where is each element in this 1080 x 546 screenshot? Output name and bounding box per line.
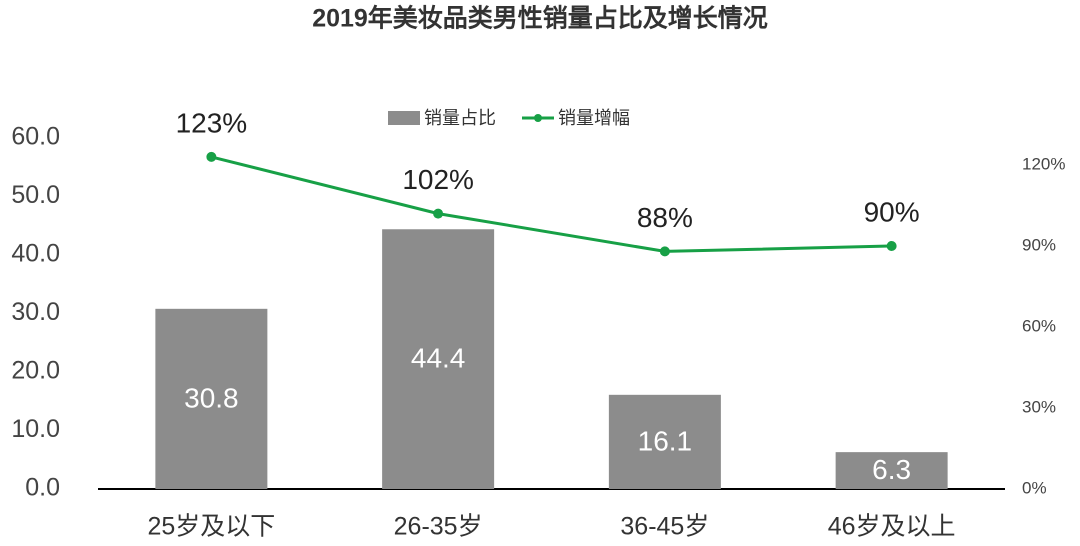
y-tick-label: 40.0 <box>11 240 60 268</box>
y-tick-label: 30.0 <box>11 298 60 326</box>
x-tick-label: 25岁及以下 <box>147 513 275 541</box>
bar-value-label: 16.1 <box>638 425 693 456</box>
legend-label: 销量占比 <box>424 108 496 128</box>
line-value-label: 102% <box>402 164 474 195</box>
chart-title: 2019年美妆品类男性销量占比及增长情况 <box>312 4 768 33</box>
line-point <box>886 241 897 251</box>
y2-tick-label: 30% <box>1022 397 1056 416</box>
y-tick-label: 20.0 <box>11 357 60 385</box>
bar <box>608 394 721 489</box>
line-value-label: 123% <box>176 107 248 138</box>
line-value-label: 88% <box>637 202 693 233</box>
bar-value-label: 6.3 <box>872 454 911 485</box>
legend-swatch <box>388 111 420 125</box>
y2-tick-label: 90% <box>1022 235 1056 254</box>
legend-label: 销量增幅 <box>558 108 630 128</box>
x-tick-label: 46岁及以上 <box>828 513 956 541</box>
line-value-label: 90% <box>864 196 920 227</box>
bar-value-label: 30.8 <box>184 382 239 413</box>
x-tick-label: 36-45岁 <box>620 513 709 541</box>
x-tick-label: 26-35岁 <box>394 513 483 541</box>
y2-tick-label: 0% <box>1022 478 1047 497</box>
line-point <box>659 246 670 257</box>
y-tick-label: 60.0 <box>11 123 60 151</box>
y2-tick-label: 120% <box>1022 154 1065 173</box>
legend-marker <box>534 114 542 122</box>
y-tick-label: 0.0 <box>25 474 60 502</box>
line <box>211 155 892 253</box>
bar <box>382 229 495 489</box>
line-point <box>433 208 444 219</box>
y2-tick-label: 60% <box>1022 316 1056 335</box>
bar-value-label: 44.4 <box>411 343 466 374</box>
bar <box>155 308 268 489</box>
bar <box>835 452 948 489</box>
line-point <box>206 151 217 162</box>
y-tick-label: 10.0 <box>11 415 60 443</box>
y-tick-label: 50.0 <box>11 181 60 209</box>
